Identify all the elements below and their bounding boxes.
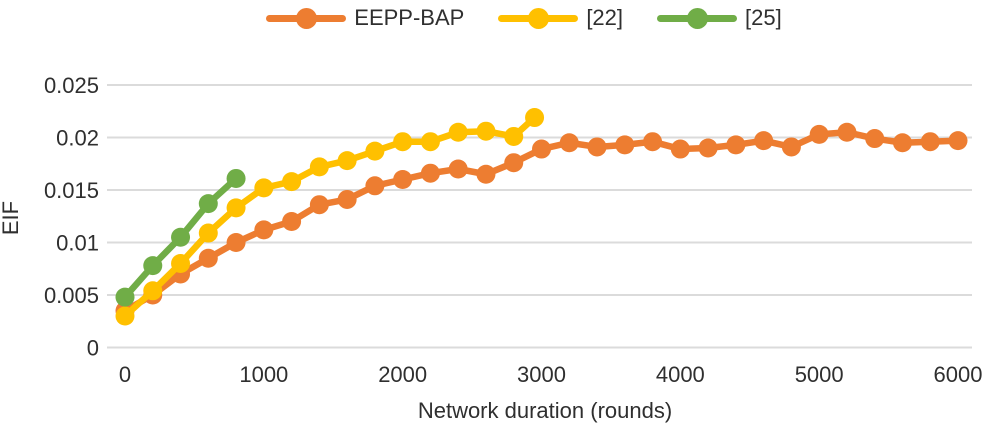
x-tick-label: 2000 — [378, 362, 427, 387]
data-point-EEPP-BAP — [726, 135, 746, 155]
x-tick-label: 1000 — [239, 362, 288, 387]
data-point-EEPP-BAP — [781, 137, 801, 157]
y-tick-label: 0.005 — [44, 283, 99, 308]
data-point-EEPP-BAP — [393, 170, 413, 189]
data-point-25 — [226, 168, 246, 188]
data-point-EEPP-BAP — [865, 129, 885, 149]
data-point-EEPP-BAP — [337, 189, 357, 209]
legend-line-marker-green — [657, 7, 738, 29]
data-point-EEPP-BAP — [892, 133, 912, 153]
data-point-EEPP-BAP — [754, 131, 774, 151]
data-point-22 — [309, 157, 329, 177]
data-point-EEPP-BAP — [698, 138, 718, 158]
data-point-EEPP-BAP — [476, 164, 496, 184]
data-point-EEPP-BAP — [282, 212, 302, 231]
data-point-EEPP-BAP — [198, 248, 218, 268]
x-tick-label: 0 — [119, 362, 131, 387]
legend-label-25: [25] — [745, 5, 782, 30]
data-point-25 — [115, 287, 135, 307]
data-point-EEPP-BAP — [809, 124, 829, 144]
data-point-22 — [198, 223, 218, 243]
data-point-EEPP-BAP — [920, 132, 940, 152]
legend-dot-yellow — [528, 7, 550, 29]
data-point-EEPP-BAP — [837, 122, 857, 142]
data-point-EEPP-BAP — [254, 220, 274, 240]
data-point-EEPP-BAP — [643, 132, 663, 152]
data-point-EEPP-BAP — [587, 137, 607, 157]
data-point-EEPP-BAP — [365, 176, 385, 196]
data-point-22 — [504, 126, 524, 146]
y-tick-label: 0.015 — [44, 178, 99, 203]
x-tick-label: 5000 — [795, 362, 844, 387]
data-point-22 — [171, 254, 191, 273]
legend-line-marker-orange — [266, 7, 347, 29]
legend-label-eepp-bap: EEPP-BAP — [354, 5, 465, 30]
data-point-22 — [393, 132, 413, 152]
data-point-25 — [171, 227, 191, 247]
data-point-25 — [143, 256, 163, 276]
data-point-EEPP-BAP — [420, 163, 440, 183]
data-point-EEPP-BAP — [948, 131, 968, 151]
y-tick-label: 0 — [87, 336, 99, 361]
series-line-1 — [121, 114, 538, 320]
data-point-22 — [226, 198, 246, 218]
data-point-EEPP-BAP — [448, 159, 468, 179]
data-point-EEPP-BAP — [670, 139, 690, 159]
data-point-22 — [365, 141, 385, 161]
legend-dot-green — [687, 7, 709, 29]
data-point-EEPP-BAP — [559, 133, 579, 153]
data-point-EEPP-BAP — [504, 153, 524, 173]
data-point-22 — [143, 281, 163, 301]
series-line-0 — [121, 129, 962, 314]
data-point-EEPP-BAP — [615, 135, 635, 155]
x-tick-label: 4000 — [656, 362, 705, 387]
y-tick-label: 0.01 — [56, 231, 99, 256]
data-point-22 — [420, 132, 440, 152]
data-point-22 — [448, 122, 468, 142]
legend-item-eepp-bap: EEPP-BAP — [266, 5, 464, 31]
data-point-22 — [476, 121, 496, 141]
data-point-22 — [282, 172, 302, 192]
legend: EEPP-BAP [22] [25] — [0, 2, 990, 34]
y-tick-label: 0.025 — [44, 73, 99, 98]
data-point-22 — [337, 151, 357, 171]
data-point-22 — [115, 306, 135, 326]
data-point-EEPP-BAP — [309, 195, 329, 215]
legend-label-22: [22] — [586, 5, 624, 30]
x-tick-label: 6000 — [934, 362, 983, 387]
x-tick-label: 3000 — [517, 362, 566, 387]
y-axis-title: EIF — [0, 200, 23, 236]
data-point-22 — [525, 108, 545, 128]
legend-item-25: [25] — [657, 5, 782, 31]
data-point-EEPP-BAP — [532, 139, 551, 159]
data-point-25 — [198, 194, 218, 214]
y-tick-label: 0.02 — [56, 126, 99, 151]
legend-item-22: [22] — [498, 5, 623, 31]
legend-dot-orange — [296, 7, 318, 29]
data-point-EEPP-BAP — [226, 233, 246, 252]
x-axis-title: Network duration (rounds) — [417, 398, 673, 423]
data-point-22 — [254, 178, 274, 198]
legend-line-marker-yellow — [498, 7, 579, 29]
